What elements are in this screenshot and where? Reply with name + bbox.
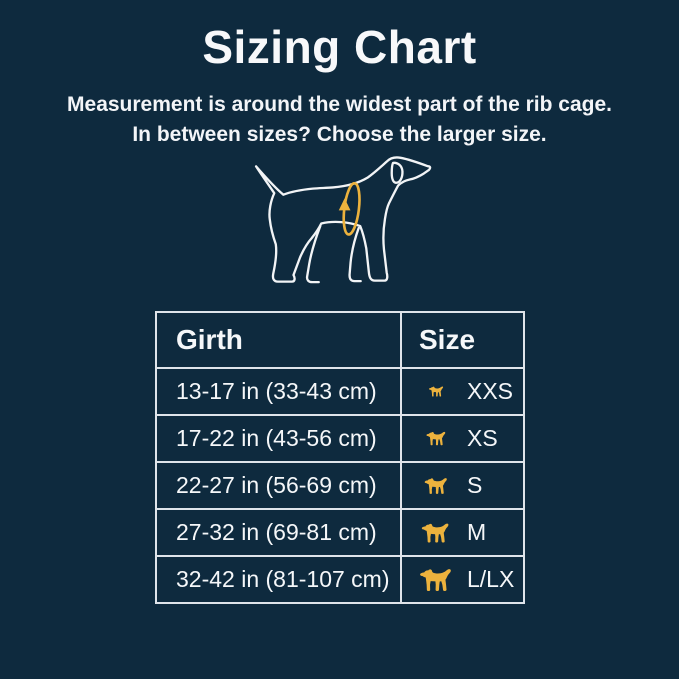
table-row: 27-32 in (69-81 cm) M <box>157 510 523 557</box>
subtitle-line-1: Measurement is around the widest part of… <box>67 93 612 116</box>
dog-silhouette-s-icon <box>412 476 460 496</box>
girth-value: 27-32 in (69-81 cm) <box>157 510 402 555</box>
page-title: Sizing Chart <box>202 21 477 73</box>
table-row: 32-42 in (81-107 cm) L/LX <box>157 557 523 602</box>
dog-far-front-leg <box>348 226 362 283</box>
dog-far-rear-leg <box>305 224 322 284</box>
table-row: 17-22 in (43-56 cm) XS <box>157 416 523 463</box>
dog-silhouette-xxs-icon <box>412 385 460 398</box>
dog-ear-outline <box>390 161 404 184</box>
dog-silhouette-l-icon <box>412 566 460 594</box>
size-label: L/LX <box>467 566 515 592</box>
dog-girth-illustration <box>249 153 435 293</box>
girth-measuring-loop-arrow-icon <box>338 181 361 236</box>
girth-value: 17-22 in (43-56 cm) <box>157 416 402 461</box>
girth-value: 22-27 in (56-69 cm) <box>157 463 402 508</box>
page-subtitle: Measurement is around the widest part of… <box>0 90 679 150</box>
dog-outline-side-icon <box>254 156 432 284</box>
dog-silhouette-xs-icon <box>412 430 460 447</box>
subtitle-line-2: In between sizes? Choose the larger size… <box>132 123 547 146</box>
table-header-row: Girth Size <box>157 313 523 369</box>
dog-silhouette-m-icon <box>412 521 460 545</box>
dog-body-outline <box>254 156 432 283</box>
column-header-girth: Girth <box>157 313 402 367</box>
sizing-table: Girth Size 13-17 in (33-43 cm) XXS 17-22… <box>155 311 525 604</box>
table-row: 13-17 in (33-43 cm) XXS <box>157 369 523 416</box>
girth-value: 13-17 in (33-43 cm) <box>157 369 402 414</box>
size-label: XXS <box>467 378 514 404</box>
girth-value: 32-42 in (81-107 cm) <box>157 557 402 602</box>
size-label: M <box>467 519 487 545</box>
table-row: 22-27 in (56-69 cm) S <box>157 463 523 510</box>
size-label: XS <box>467 425 498 451</box>
column-header-size: Size <box>419 324 476 355</box>
size-label: S <box>467 472 483 498</box>
